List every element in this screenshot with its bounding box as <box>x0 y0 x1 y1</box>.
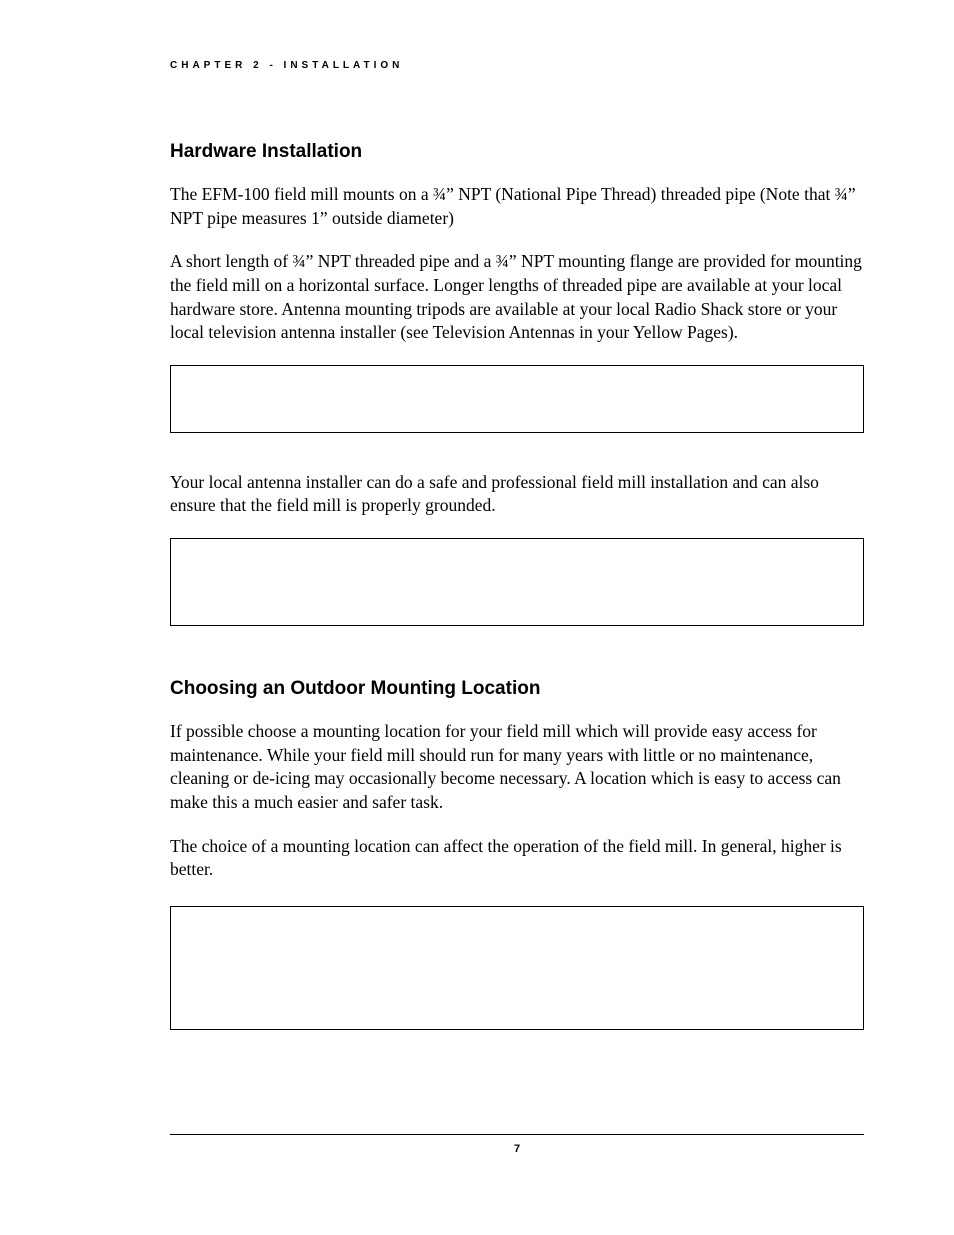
page-container: CHAPTER 2 - INSTALLATION Hardware Instal… <box>0 0 954 1235</box>
page-footer: 7 <box>170 1134 864 1155</box>
body-paragraph: If possible choose a mounting location f… <box>170 720 864 815</box>
footer-divider <box>170 1134 864 1135</box>
body-paragraph: The EFM-100 field mill mounts on a ¾” NP… <box>170 183 864 230</box>
callout-box <box>170 538 864 626</box>
chapter-header: CHAPTER 2 - INSTALLATION <box>170 60 864 71</box>
body-paragraph: A short length of ¾” NPT threaded pipe a… <box>170 250 864 345</box>
page-number: 7 <box>170 1143 864 1155</box>
body-paragraph: Your local antenna installer can do a sa… <box>170 471 864 518</box>
section-heading-mounting: Choosing an Outdoor Mounting Location <box>170 678 864 700</box>
callout-box <box>170 365 864 433</box>
callout-box <box>170 906 864 1030</box>
body-paragraph: The choice of a mounting location can af… <box>170 835 864 882</box>
section-heading-hardware: Hardware Installation <box>170 141 864 163</box>
